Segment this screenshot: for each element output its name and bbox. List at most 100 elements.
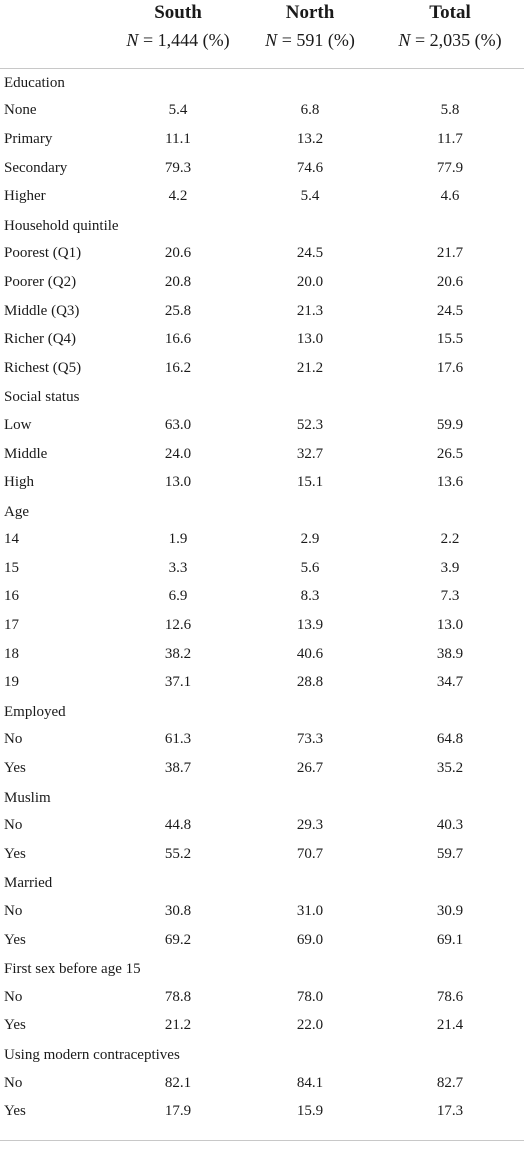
cell-north: 40.6 xyxy=(296,645,324,662)
cell-north: 52.3 xyxy=(296,416,324,433)
row-label: 15 xyxy=(4,559,19,576)
cell-north: 69.0 xyxy=(296,931,324,948)
cell-north: 15.9 xyxy=(296,1103,324,1120)
cell-south: 38.2 xyxy=(164,645,192,662)
row-label: 14 xyxy=(4,531,19,548)
table-row: 15 3.3 5.6 3.9 xyxy=(0,554,524,583)
table-row: No 44.8 29.3 40.3 xyxy=(0,811,524,840)
cell-total: 4.6 xyxy=(440,188,460,205)
cell-south: 1.9 xyxy=(168,531,188,548)
cell-south xyxy=(112,497,244,526)
row-label: Middle xyxy=(4,445,48,462)
cell-north: 22.0 xyxy=(296,1017,324,1034)
table-row: Yes 55.2 70.7 59.7 xyxy=(0,840,524,869)
cell-north: 28.8 xyxy=(296,674,324,691)
cell-north: 84.1 xyxy=(296,1074,324,1091)
cell-south xyxy=(112,68,244,97)
header-name: Total xyxy=(429,2,471,23)
table-row: 19 37.1 28.8 34.7 xyxy=(0,668,524,697)
row-label: Primary xyxy=(4,130,53,147)
cell-south: 25.8 xyxy=(164,302,192,319)
header-total: Total N = 2,035 (%) xyxy=(376,0,524,68)
row-label: No xyxy=(4,988,23,1005)
cell-north: 5.6 xyxy=(300,559,320,576)
table-row: 14 1.9 2.9 2.2 xyxy=(0,526,524,555)
cell-north: 21.2 xyxy=(296,359,324,376)
table-row: 17 12.6 13.9 13.0 xyxy=(0,611,524,640)
cell-south: 16.6 xyxy=(164,331,192,348)
cell-total: 77.9 xyxy=(436,159,464,176)
cell-south: 38.7 xyxy=(164,760,192,777)
row-label: 16 xyxy=(4,588,19,605)
cell-north: 21.3 xyxy=(296,302,324,319)
table-row: Middle (Q3) 25.8 21.3 24.5 xyxy=(0,297,524,326)
cell-total: 40.3 xyxy=(436,817,464,834)
row-label: Richest (Q5) xyxy=(4,359,82,376)
cell-total: 59.9 xyxy=(436,416,464,433)
cell-north: 13.0 xyxy=(296,331,324,348)
cell-total: 15.5 xyxy=(436,331,464,348)
table-row: Secondary 79.3 74.6 77.9 xyxy=(0,154,524,183)
row-label: No xyxy=(4,903,23,920)
cell-south xyxy=(112,697,244,726)
cell-total: 11.7 xyxy=(437,130,463,147)
cell-north: 2.9 xyxy=(300,531,320,548)
cell-total: 64.8 xyxy=(436,731,464,748)
cell-north: 6.8 xyxy=(300,102,320,119)
header-n: N = 1,444 (%) xyxy=(126,30,230,50)
header-name: South xyxy=(154,2,202,23)
cell-south: 78.8 xyxy=(164,988,192,1005)
cell-north: 13.9 xyxy=(296,617,324,634)
table-row: Richer (Q4) 16.6 13.0 15.5 xyxy=(0,325,524,354)
cell-north xyxy=(244,697,376,726)
row-label: No xyxy=(4,817,23,834)
cell-total: 21.4 xyxy=(436,1017,464,1034)
cell-north xyxy=(244,954,376,983)
cell-south: 11.1 xyxy=(165,130,191,147)
row-label: Yes xyxy=(4,1017,26,1034)
group-heading-row: Household quintile xyxy=(0,211,524,240)
group-label: Age xyxy=(4,503,29,520)
header-n: N = 2,035 (%) xyxy=(398,30,502,50)
data-table: South N = 1,444 (%) North N = 591 (%) To… xyxy=(0,0,524,1120)
cell-north: 78.0 xyxy=(296,988,324,1005)
header-n: N = 591 (%) xyxy=(265,30,355,50)
cell-north xyxy=(244,211,376,240)
cell-south: 5.4 xyxy=(168,102,188,119)
group-heading-row: Education xyxy=(0,68,524,97)
header-name: North xyxy=(285,2,335,23)
group-heading-row: Muslim xyxy=(0,783,524,812)
cell-total xyxy=(376,383,524,412)
row-label: None xyxy=(4,102,37,119)
cell-north xyxy=(244,383,376,412)
table-row: Poorer (Q2) 20.8 20.0 20.6 xyxy=(0,268,524,297)
row-label: Low xyxy=(4,416,32,433)
cell-total: 13.0 xyxy=(436,617,464,634)
cell-north: 26.7 xyxy=(296,760,324,777)
cell-total: 5.8 xyxy=(440,102,460,119)
cell-total: 26.5 xyxy=(436,445,464,462)
table-row: Higher 4.2 5.4 4.6 xyxy=(0,182,524,211)
cell-total xyxy=(376,954,524,983)
cell-total: 35.2 xyxy=(436,760,464,777)
row-label: Poorest (Q1) xyxy=(4,245,82,262)
cell-north: 31.0 xyxy=(296,903,324,920)
cell-total xyxy=(376,68,524,97)
cell-total xyxy=(376,697,524,726)
cell-south: 21.2 xyxy=(164,1017,192,1034)
row-label: No xyxy=(4,731,23,748)
cell-south: 79.3 xyxy=(164,159,192,176)
cell-total: 17.6 xyxy=(436,359,464,376)
cell-total: 38.9 xyxy=(436,645,464,662)
table-row: No 61.3 73.3 64.8 xyxy=(0,726,524,755)
header-north: North N = 591 (%) xyxy=(244,0,376,68)
cell-south: 20.8 xyxy=(164,273,192,290)
cell-total: 59.7 xyxy=(436,845,464,862)
cell-total xyxy=(376,869,524,898)
table-row: Yes 38.7 26.7 35.2 xyxy=(0,754,524,783)
cell-total: 13.6 xyxy=(436,474,464,491)
cell-north xyxy=(244,783,376,812)
cell-south xyxy=(112,869,244,898)
row-label: 18 xyxy=(4,645,19,662)
cell-south xyxy=(112,783,244,812)
